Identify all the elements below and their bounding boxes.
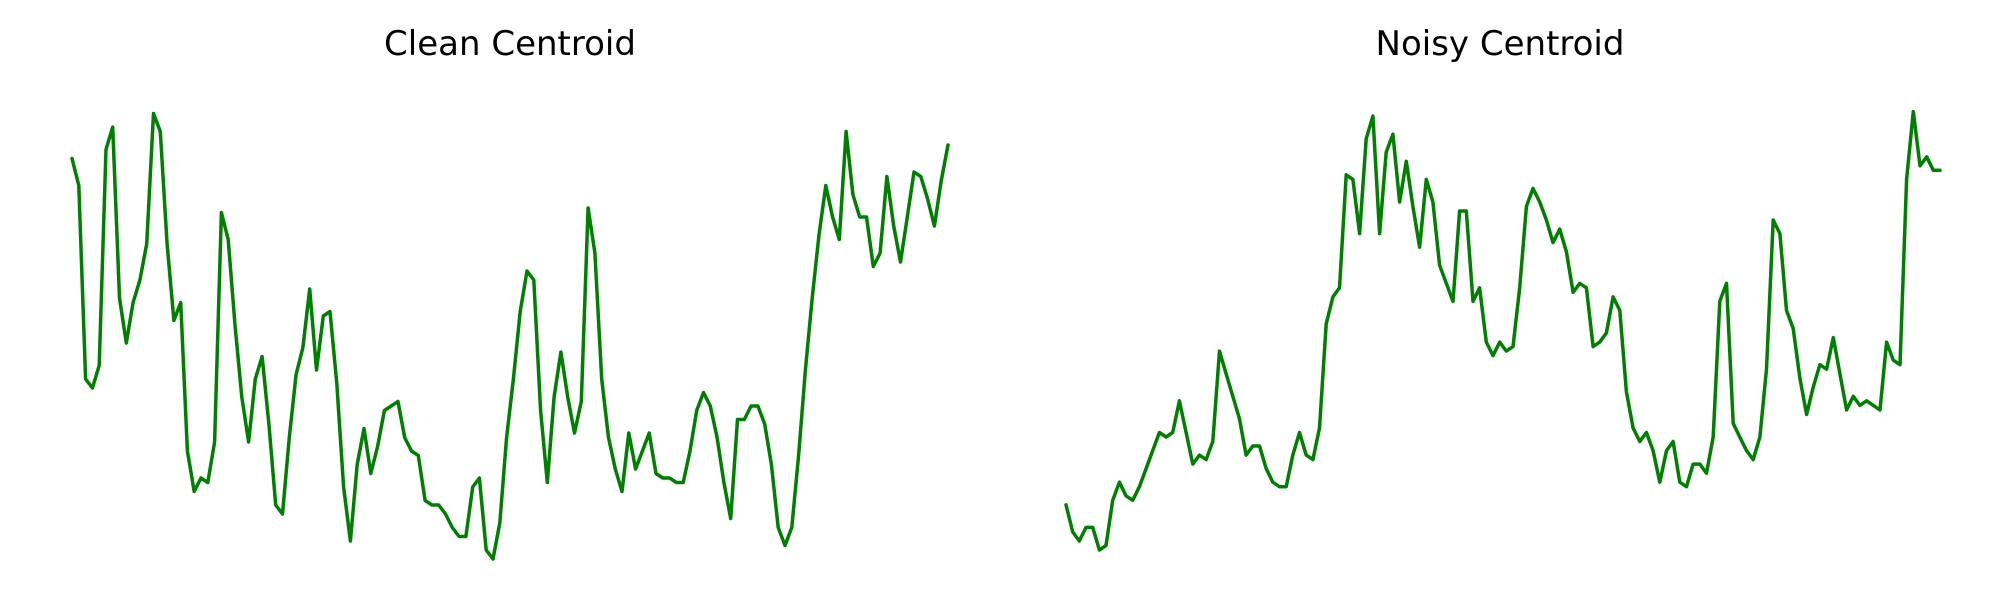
line-plot-noisy bbox=[1064, 109, 1942, 552]
chart-panel-noisy: Noisy Centroid bbox=[1000, 0, 2000, 600]
chart-panel-clean: Clean Centroid bbox=[70, 24, 950, 561]
line-plot-clean bbox=[70, 111, 950, 561]
chart-title: Noisy Centroid bbox=[1375, 24, 1625, 64]
series-line bbox=[70, 111, 950, 561]
chart-title: Clean Centroid bbox=[384, 24, 636, 64]
series-line bbox=[1064, 109, 1942, 552]
